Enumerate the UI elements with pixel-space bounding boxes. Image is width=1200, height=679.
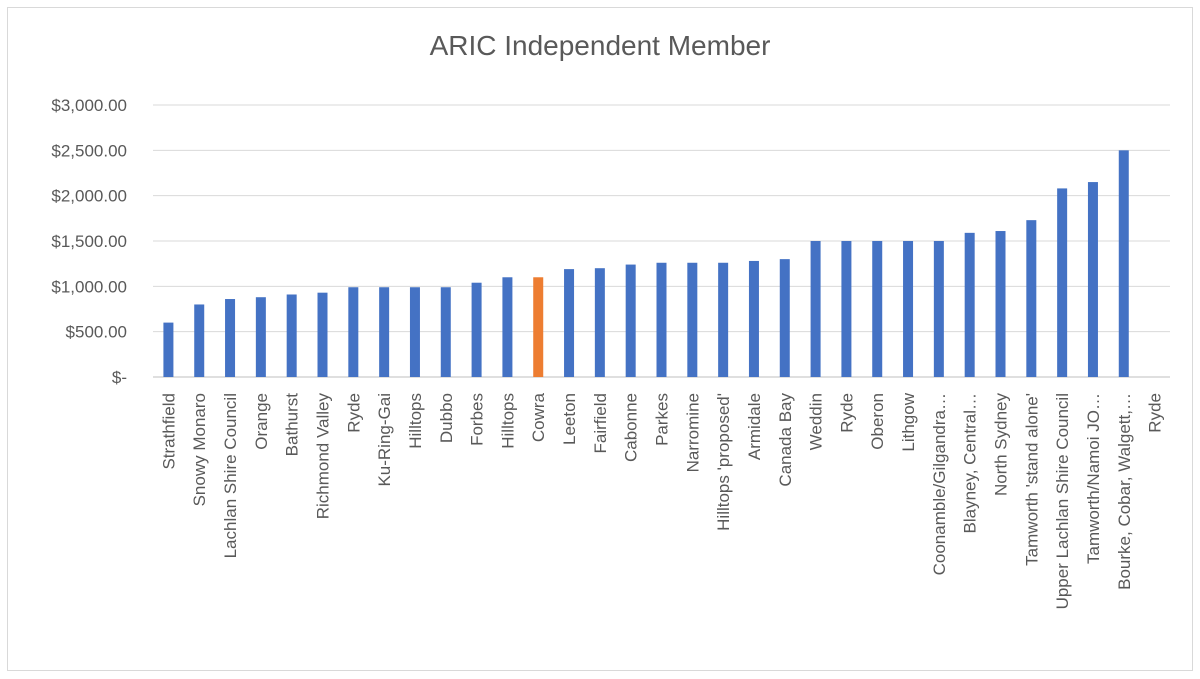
x-tick-label: Cabonne <box>622 393 641 462</box>
bar <box>255 297 266 377</box>
x-tick-label: Dubbo <box>437 393 456 443</box>
x-tick-label: Tamworth/Namoi JO… <box>1084 393 1103 564</box>
y-axis-tick-labels: $- $500.00 $1,000.00 $1,500.00 $2,000.00 $2,5… <box>51 96 127 387</box>
x-tick-label: Hilltops <box>406 393 425 449</box>
bar <box>564 269 575 377</box>
bar <box>194 304 205 377</box>
bar <box>779 259 790 377</box>
bar <box>1057 188 1068 377</box>
bar <box>471 282 482 377</box>
bar <box>810 241 821 377</box>
bar <box>317 292 328 377</box>
x-tick-label: Canada Bay <box>776 393 795 487</box>
bar <box>656 262 667 377</box>
x-tick-label: Richmond Valley <box>314 393 333 520</box>
bar <box>533 277 544 377</box>
bar <box>841 241 852 377</box>
x-tick-label: Fairfield <box>591 393 610 453</box>
x-tick-label: Cowra <box>529 392 548 442</box>
y-tick-label: $500.00 <box>66 323 127 342</box>
bar <box>379 287 390 377</box>
x-tick-label: Ryde <box>344 393 363 433</box>
bar <box>163 322 174 377</box>
x-tick-label: Oberon <box>868 393 887 450</box>
x-tick-label: North Sydney <box>992 393 1011 496</box>
x-tick-label: Lithgow <box>899 392 918 451</box>
x-tick-label: Weddin <box>807 393 826 450</box>
bar <box>964 232 975 377</box>
x-tick-label: Ryde <box>837 393 856 433</box>
y-tick-label: $1,000.00 <box>51 277 127 296</box>
bars <box>163 150 1129 377</box>
bar <box>933 241 944 377</box>
y-tick-label: $- <box>112 368 127 387</box>
x-tick-label: Ryde <box>1146 393 1165 433</box>
bar <box>409 287 420 377</box>
bar <box>440 287 451 377</box>
bar <box>625 264 636 377</box>
x-tick-label: Bourke, Cobar, Walgett,… <box>1115 393 1134 590</box>
x-tick-label: Tamworth 'stand alone' <box>1022 393 1041 566</box>
bar <box>348 287 359 377</box>
chart-title: ARIC Independent Member <box>429 30 771 61</box>
x-tick-label: Upper Lachlan Shire Council <box>1053 393 1072 609</box>
x-tick-label: Blayney, Central… <box>961 393 980 533</box>
x-tick-label: Narromine <box>683 393 702 472</box>
x-tick-label: Coonamble/Gilgandra… <box>930 393 949 575</box>
x-tick-label: Parkes <box>653 393 672 446</box>
bar <box>748 260 759 377</box>
bar <box>1087 182 1098 377</box>
x-tick-label: Leeton <box>560 393 579 445</box>
x-tick-label: Snowy Monaro <box>190 393 209 506</box>
x-tick-label: Hilltops <box>498 393 517 449</box>
x-tick-label: Lachlan Shire Council <box>221 393 240 558</box>
x-axis-tick-labels: Strathfield Snowy Monaro Lachlan Shire Cou… <box>159 392 1164 609</box>
bar <box>903 241 914 377</box>
x-tick-label: Hilltops 'proposed' <box>714 393 733 531</box>
bar <box>718 262 729 377</box>
bar <box>286 294 297 377</box>
bar <box>1026 220 1037 377</box>
bar <box>995 231 1006 377</box>
x-tick-label: Ku-Ring-Gai <box>375 393 394 487</box>
bar <box>1118 150 1129 377</box>
y-tick-label: $2,500.00 <box>51 141 127 160</box>
x-tick-label: Forbes <box>468 393 487 446</box>
bar <box>225 299 236 377</box>
y-tick-label: $3,000.00 <box>51 96 127 115</box>
x-tick-label: Bathurst <box>283 393 302 457</box>
bar <box>502 277 513 377</box>
x-tick-label: Strathfield <box>159 393 178 470</box>
y-tick-label: $2,000.00 <box>51 187 127 206</box>
y-tick-label: $1,500.00 <box>51 232 127 251</box>
x-tick-label: Armidale <box>745 393 764 460</box>
x-tick-label: Orange <box>252 393 271 450</box>
bar <box>872 241 883 377</box>
bar <box>687 262 698 377</box>
bar <box>594 268 605 377</box>
